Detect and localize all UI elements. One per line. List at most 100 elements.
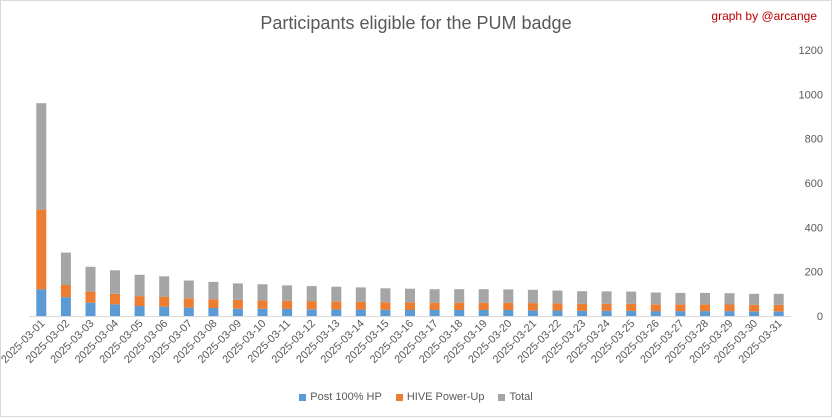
bar-segment-total <box>527 289 538 304</box>
bar-segment-hive <box>503 302 514 310</box>
bar-segment-total <box>232 283 243 300</box>
bar-segment-post <box>577 310 588 316</box>
bar-segment-hive <box>134 296 145 307</box>
bar-segment-post <box>552 310 563 316</box>
bar-segment-hive <box>60 285 71 298</box>
chart-credit: graph by @arcange <box>711 9 817 23</box>
legend-label-total: Total <box>509 391 533 403</box>
bar-segment-hive <box>577 303 588 311</box>
y-tick-label: 0 <box>817 311 823 323</box>
bar-segment-total <box>257 284 268 301</box>
bar-segment-post <box>306 309 317 316</box>
bar-segment-total <box>405 288 415 303</box>
bar-segment-hive <box>183 298 194 308</box>
y-tick-label: 600 <box>805 178 823 190</box>
bar-segment-hive <box>454 302 465 310</box>
bar-segment-post <box>36 289 47 316</box>
legend-label-post: Post 100% HP <box>310 391 382 403</box>
bar-segment-hive <box>773 304 784 312</box>
bar-segment-hive <box>232 299 243 309</box>
bar-segment-total <box>36 103 47 210</box>
legend-swatch-post <box>299 393 307 401</box>
bar-segment-hive <box>85 291 96 303</box>
bar-segment-hive <box>159 296 170 307</box>
bar-segment-post <box>331 309 342 316</box>
bar-segment-total <box>724 293 735 305</box>
y-tick-label: 400 <box>805 222 823 234</box>
bar-segment-total <box>773 293 784 305</box>
bar-segment-post <box>380 309 391 316</box>
chart-title: Participants eligible for the PUM badge <box>260 13 572 33</box>
legend-item-post: Post 100% HP <box>299 391 382 403</box>
bar-segment-hive <box>282 300 293 309</box>
bar-segment-total <box>60 252 71 285</box>
bar-segment-post <box>527 310 538 316</box>
bar-segment-total <box>85 266 96 292</box>
bar-segment-total <box>208 281 219 300</box>
bar-segment-total <box>577 291 588 304</box>
bar-segment-total <box>626 291 637 304</box>
bar-segment-hive <box>405 302 415 310</box>
bar-segment-post <box>675 311 686 316</box>
x-axis-ticks: 2025-03-012025-03-022025-03-032025-03-04… <box>1 318 785 366</box>
bar-segment-hive <box>380 302 391 310</box>
bar-segment-post <box>749 311 760 316</box>
bar-segment-total <box>454 289 465 303</box>
bar-segment-hive <box>331 301 342 310</box>
bar-segment-total <box>749 293 760 305</box>
bar-segment-hive <box>527 303 538 311</box>
bar-segment-total <box>183 280 194 299</box>
bar-segment-total <box>700 292 710 305</box>
bar-segment-post <box>724 311 735 316</box>
bar-segment-post <box>650 311 661 316</box>
bar-segment-post <box>601 310 612 316</box>
bar-segment-hive <box>601 303 612 311</box>
bar-segment-total <box>650 292 661 305</box>
bar-segment-post <box>478 310 489 316</box>
bar-segment-post <box>183 307 194 316</box>
bar-segment-post <box>454 310 465 316</box>
bar-segment-hive <box>110 293 120 305</box>
bar-segment-post <box>208 308 219 316</box>
bar-segment-total <box>503 289 514 303</box>
legend-item-hive: HIVE Power-Up <box>395 391 485 403</box>
bar-segment-hive <box>208 299 219 309</box>
y-tick-label: 1000 <box>799 89 823 101</box>
y-tick-label: 800 <box>805 134 823 146</box>
bar-segment-post <box>85 302 96 316</box>
bar-segment-hive <box>724 304 735 312</box>
bar-segment-post <box>503 310 514 316</box>
bar-segment-total <box>675 292 686 305</box>
bar-segment-hive <box>429 302 440 310</box>
y-axis-ticks: 0 200 400 600 800 1000 1200 <box>799 45 823 323</box>
bar-segment-post <box>405 310 415 316</box>
bar-segment-post <box>110 304 120 316</box>
bar-segment-post <box>159 306 170 316</box>
bar-segment-total <box>134 274 145 297</box>
bar-segment-total <box>159 276 170 297</box>
legend-label-hive: HIVE Power-Up <box>406 391 485 403</box>
legend-swatch-hive <box>395 393 403 401</box>
y-tick-label: 200 <box>805 267 823 279</box>
bar-segment-total <box>355 287 366 302</box>
bar-segment-hive <box>355 301 366 310</box>
bar-segment-total <box>331 286 342 302</box>
bar-segment-total <box>306 286 317 302</box>
bar-segment-hive <box>257 300 268 309</box>
bar-segment-total <box>429 289 440 303</box>
bar-segment-hive <box>36 209 47 290</box>
bar-segment-post <box>773 311 784 316</box>
bar-segment-hive <box>478 302 489 310</box>
bar-segment-hive <box>626 303 637 311</box>
bar-segment-hive <box>650 304 661 312</box>
legend-swatch-total <box>498 393 506 401</box>
bar-segment-total <box>552 290 563 304</box>
bar-segment-hive <box>749 304 760 312</box>
bar-segment-total <box>380 288 391 303</box>
bar-segment-post <box>355 309 366 316</box>
bar-segment-total <box>110 270 120 294</box>
chart-legend: Post 100% HP HIVE Power-Up Total <box>1 391 831 403</box>
bar-segment-post <box>257 308 268 316</box>
